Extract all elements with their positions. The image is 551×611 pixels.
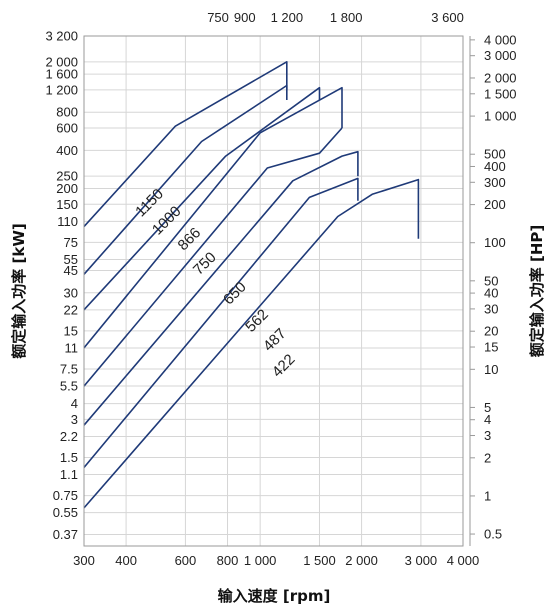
x-tick-label: 400	[115, 553, 137, 568]
y-tick-label-hp: 20	[484, 324, 498, 339]
y-tick-label-hp: 3 000	[484, 48, 517, 63]
curve-label-487: 487	[260, 325, 290, 355]
y-tick-label-kw: 30	[64, 285, 78, 300]
y-tick-label-hp: 1 000	[484, 109, 517, 124]
x-tick-label: 2 000	[345, 553, 378, 568]
x-tick-label: 600	[175, 553, 197, 568]
x-tick-label: 1 500	[303, 553, 336, 568]
y-tick-label-hp: 2	[484, 450, 491, 465]
y-tick-label-kw: 200	[56, 181, 78, 196]
curve-label-750: 750	[190, 249, 220, 279]
y-tick-label-kw: 0.37	[53, 527, 78, 542]
rating-curve-866	[83, 86, 321, 311]
y-tick-label-hp: 15	[484, 340, 498, 355]
y-tick-label-kw: 1.1	[60, 467, 78, 482]
y-tick-label-kw: 11	[65, 340, 79, 355]
plot-frame	[83, 35, 464, 547]
y-tick-label-hp: 5	[484, 400, 491, 415]
rating-curve-487	[83, 177, 359, 469]
x-axis-title: 输入速度 [rpm]	[218, 587, 331, 605]
y-tick-label-kw: 0.75	[53, 488, 78, 503]
y-tick-label-hp: 500	[484, 147, 506, 162]
y-tick-label-hp: 3	[484, 428, 491, 443]
y-tick-label-kw: 55	[64, 252, 78, 267]
curve-label-650: 650	[220, 279, 250, 309]
x-top-tick-label: 3 600	[431, 10, 464, 25]
y-tick-label-hp: 400	[484, 159, 506, 174]
rating-curve-422	[83, 178, 420, 509]
x-top-tick-label: 1 200	[271, 10, 304, 25]
y-tick-label-kw: 400	[56, 143, 78, 158]
y-tick-label-kw: 4	[71, 396, 78, 411]
rating-curve-650	[83, 127, 343, 387]
y-tick-label-hp: 100	[484, 235, 506, 250]
rating-curve-1150	[83, 60, 288, 228]
x-top-tick-label: 1 800	[330, 10, 363, 25]
y-tick-label-kw: 800	[56, 105, 78, 120]
y-axis-title-right: 额定输入功率 [HP]	[528, 225, 546, 357]
y-tick-label-kw: 1 600	[45, 67, 78, 82]
y-tick-label-kw: 5.5	[60, 379, 78, 394]
y-tick-label-kw: 2.2	[60, 429, 78, 444]
y-tick-label-kw: 110	[57, 214, 78, 229]
y-tick-label-hp: 40	[484, 286, 498, 301]
y-tick-label-kw: 1.5	[60, 450, 78, 465]
y-tick-label-hp: 2 000	[484, 70, 517, 85]
x-top-tick-label: 900	[234, 10, 256, 25]
x-tick-label: 300	[73, 553, 95, 568]
y-tick-label-kw: 45	[64, 263, 78, 278]
y-tick-label-kw: 1 200	[45, 82, 78, 97]
curve-label-422: 422	[269, 351, 299, 381]
y-tick-label-kw: 2 000	[45, 54, 78, 69]
y-tick-label-hp: 1	[484, 488, 491, 503]
y-tick-label-hp: 1 500	[484, 86, 517, 101]
curve-label-866: 866	[175, 224, 205, 254]
y-tick-label-hp: 200	[484, 197, 506, 212]
rating-curves	[83, 60, 420, 509]
right-axis	[469, 36, 475, 546]
grid-lines	[83, 35, 464, 546]
y-axis-title-left: 额定输入功率 [kW]	[10, 223, 28, 358]
y-tick-label-kw: 7.5	[60, 362, 78, 377]
y-tick-label-hp: 4 000	[484, 32, 517, 47]
rating-curve-1000	[83, 84, 288, 275]
y-tick-label-kw: 3 200	[45, 29, 78, 44]
y-tick-label-hp: 50	[484, 273, 498, 288]
rating-curve-750	[83, 86, 343, 349]
x-top-tick-label: 750	[207, 10, 229, 25]
y-tick-label-hp: 10	[484, 362, 498, 377]
x-tick-label: 4 000	[447, 553, 480, 568]
y-tick-label-hp: 30	[484, 301, 498, 316]
y-tick-label-kw: 0.55	[53, 505, 78, 520]
y-tick-label-kw: 75	[64, 235, 78, 250]
tick-labels: 300 400 600 800 1 000 1 500 2 000 3 000 4 000750…	[45, 10, 516, 568]
y-tick-label-hp: 0.5	[484, 527, 502, 542]
x-tick-label: 3 000	[405, 553, 438, 568]
y-tick-label-kw: 150	[56, 197, 78, 212]
y-tick-label-hp: 300	[484, 175, 506, 190]
y-tick-label-hp: 4	[484, 412, 491, 427]
x-tick-label: 1 000	[244, 553, 277, 568]
y-tick-label-kw: 22	[64, 302, 78, 317]
x-tick-label: 800	[217, 553, 239, 568]
y-tick-label-kw: 3	[71, 412, 78, 427]
y-tick-label-kw: 250	[56, 169, 78, 184]
y-tick-label-kw: 600	[56, 121, 78, 136]
y-tick-label-kw: 15	[64, 323, 78, 338]
rating-curve-562	[83, 150, 359, 426]
